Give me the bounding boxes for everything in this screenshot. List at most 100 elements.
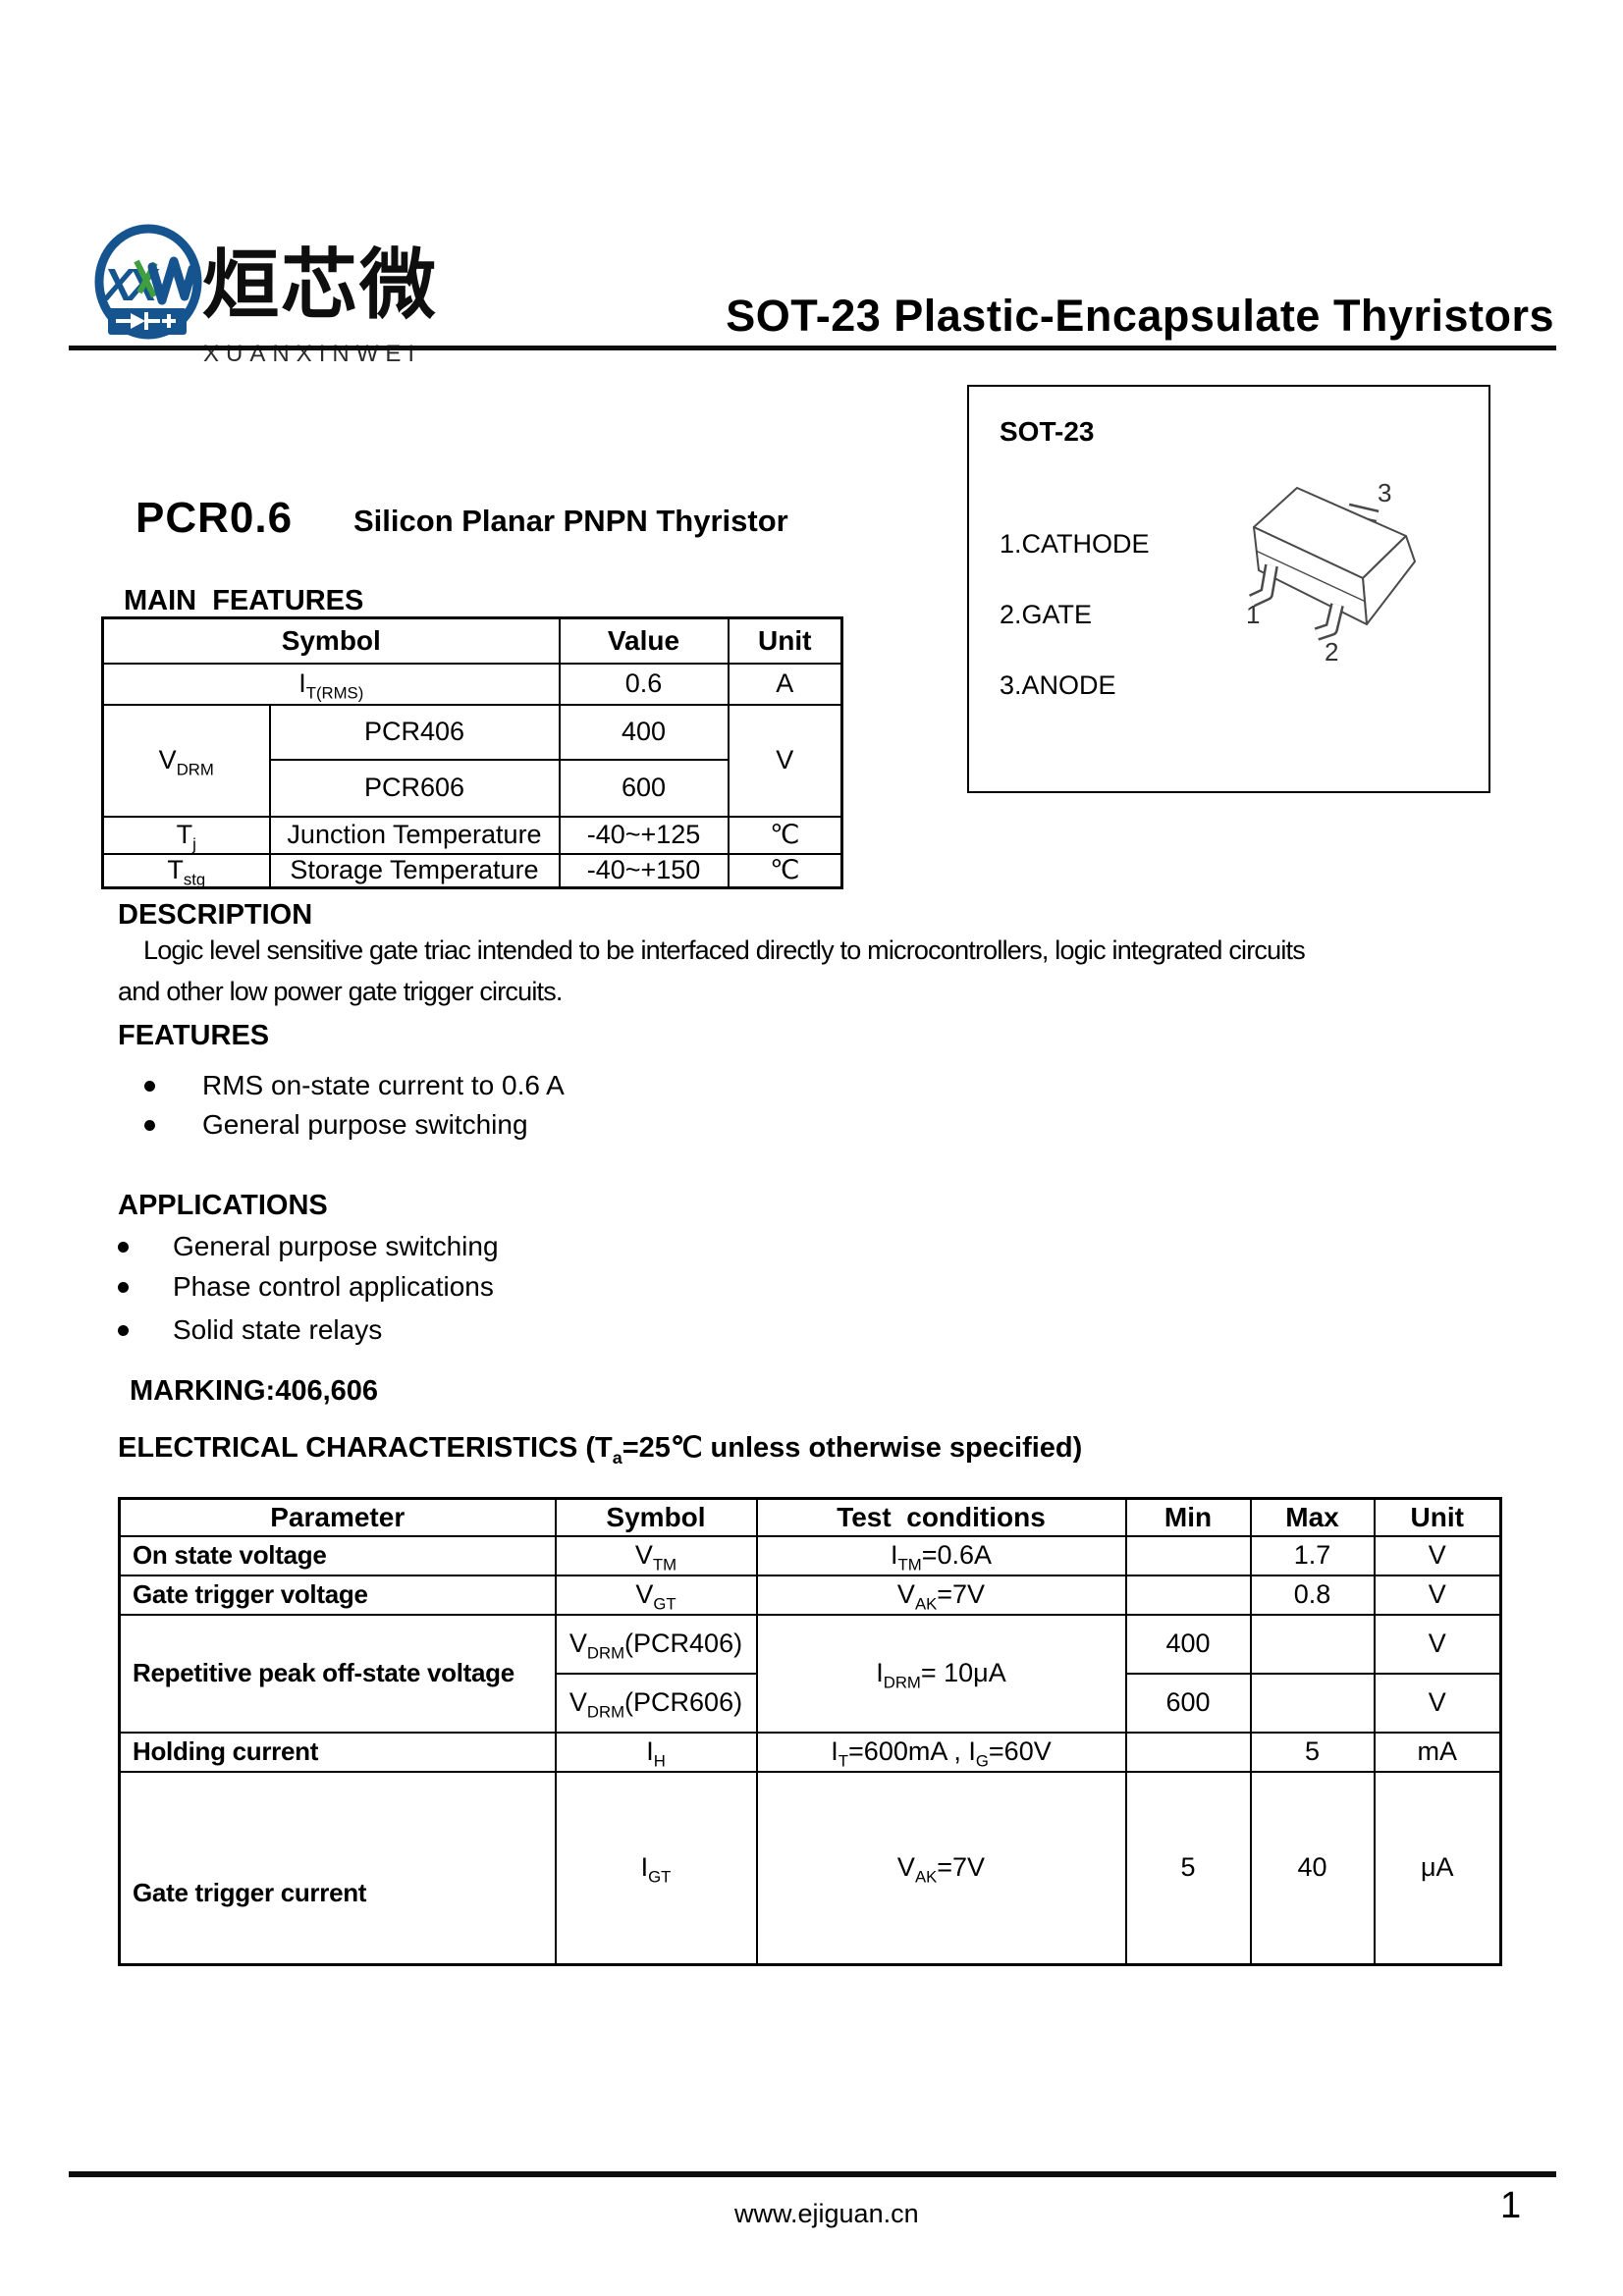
feature-item-label: General purpose switching xyxy=(202,1109,528,1140)
cell-unit-vgt: V xyxy=(1373,1574,1502,1616)
cell-param-vdrm: Repetitive peak off-state voltage xyxy=(118,1613,557,1734)
cell-test-vdrm: IDRM= 10μA xyxy=(755,1613,1127,1734)
description-heading: DESCRIPTION xyxy=(118,899,313,931)
cell-min-vdrm-pcr606: 600 xyxy=(1124,1672,1252,1734)
cell-param-igt: Gate trigger current xyxy=(118,1770,557,1966)
main-features-table: Symbol Value Unit IT(RMS) 0.6 A VDRM PCR… xyxy=(101,616,844,889)
bullet-icon xyxy=(118,1324,129,1336)
cell-symbol-itrms: IT(RMS) xyxy=(101,662,561,706)
cell-value-tj: -40~+125 xyxy=(558,815,730,855)
col-header-max: Max xyxy=(1249,1497,1376,1537)
logo-company-name-en: XUANXINWEI xyxy=(203,341,422,367)
cell-unit-tstg: ℃ xyxy=(727,852,843,889)
marking-text: MARKING:406,606 xyxy=(130,1375,379,1407)
cell-test-igt: VAK=7V xyxy=(755,1770,1127,1966)
cell-name-tstg: Storage Temperature xyxy=(268,852,561,889)
features-heading: FEATURES xyxy=(118,1020,270,1051)
header-rule xyxy=(69,346,1556,350)
feature-item: General purpose switching xyxy=(144,1109,528,1141)
footer-rule xyxy=(69,2171,1556,2177)
cell-value-tstg: -40~+150 xyxy=(558,852,730,889)
cell-test-vgt: VAK=7V xyxy=(755,1574,1127,1616)
bullet-icon xyxy=(144,1119,155,1131)
col-header-unit: Unit xyxy=(1373,1497,1502,1537)
cell-max-vdrm-pcr406 xyxy=(1249,1613,1376,1675)
description-line-1: Logic level sensitive gate triac intende… xyxy=(143,935,1306,965)
cell-value-pcr606: 600 xyxy=(558,758,730,818)
col-header-unit: Unit xyxy=(727,616,843,665)
applications-heading: APPLICATIONS xyxy=(118,1190,328,1221)
cell-min-vtm xyxy=(1124,1534,1252,1576)
cell-unit-vtm: V xyxy=(1373,1534,1502,1576)
cell-model-pcr606: PCR606 xyxy=(268,758,561,818)
feature-item-label: RMS on-state current to 0.6 A xyxy=(202,1070,565,1100)
cell-symbol-vgt: VGT xyxy=(554,1574,758,1616)
cell-unit-vdrm-pcr606: V xyxy=(1373,1672,1502,1734)
cell-value-itrms: 0.6 xyxy=(558,662,730,706)
pin-label-gate: 2.GATE xyxy=(1000,600,1093,629)
application-item: Solid state relays xyxy=(118,1314,382,1346)
package-title: SOT-23 xyxy=(1000,416,1095,447)
part-subtitle: Silicon Planar PNPN Thyristor xyxy=(353,504,788,538)
cell-symbol-tstg: Tstg xyxy=(101,852,271,889)
cell-unit-vdrm-pcr406: V xyxy=(1373,1613,1502,1675)
cell-test-ih: IT=600mA , IG=60V xyxy=(755,1731,1127,1773)
cell-symbol-ih: IH xyxy=(554,1731,758,1773)
cell-min-vgt xyxy=(1124,1574,1252,1616)
feature-item: RMS on-state current to 0.6 A xyxy=(144,1070,565,1101)
col-header-parameter: Parameter xyxy=(118,1497,557,1537)
pin-label-cathode: 1.CATHODE xyxy=(1000,529,1150,559)
col-header-value: Value xyxy=(558,616,730,665)
cell-max-vgt: 0.8 xyxy=(1249,1574,1376,1616)
application-item-label: Phase control applications xyxy=(173,1271,494,1302)
electrical-table: Parameter Symbol Test conditions Min Max… xyxy=(118,1497,1502,1966)
electrical-heading: ELECTRICAL CHARACTERISTICS (Ta=25℃ unles… xyxy=(118,1432,1083,1468)
cell-symbol-vtm: VTM xyxy=(554,1534,758,1576)
col-header-symbol: Symbol xyxy=(101,616,561,665)
cell-symbol-igt: IGT xyxy=(554,1770,758,1966)
cell-max-vtm: 1.7 xyxy=(1249,1534,1376,1576)
bullet-icon xyxy=(118,1281,129,1293)
cell-unit-ih: mA xyxy=(1373,1731,1502,1773)
cell-test-vtm: ITM=0.6A xyxy=(755,1534,1127,1576)
logo-company-name-zh: 烜芯微 xyxy=(202,241,439,328)
cell-unit-igt: μA xyxy=(1373,1770,1502,1966)
doc-title: SOT-23 Plastic-Encapsulate Thyristors xyxy=(726,291,1554,341)
cell-min-vdrm-pcr406: 400 xyxy=(1124,1613,1252,1675)
cell-name-tj: Junction Temperature xyxy=(268,815,561,855)
col-header-test-conditions: Test conditions xyxy=(755,1497,1127,1537)
bullet-icon xyxy=(118,1241,129,1253)
cell-param-vgt: Gate trigger voltage xyxy=(118,1574,557,1616)
pin-number-2: 2 xyxy=(1325,637,1338,667)
cell-param-ih: Holding current xyxy=(118,1731,557,1773)
pin-label-anode: 3.ANODE xyxy=(1000,670,1116,700)
cell-min-ih xyxy=(1124,1731,1252,1773)
package-box: SOT-23 1.CATHODE 2.GATE 3.ANODE xyxy=(967,385,1490,793)
cell-max-ih: 5 xyxy=(1249,1731,1376,1773)
bullet-icon xyxy=(144,1080,155,1092)
cell-value-pcr406: 400 xyxy=(558,703,730,761)
part-number: PCR0.6 xyxy=(135,494,294,542)
cell-symbol-tj: Tj xyxy=(101,815,271,855)
cell-max-igt: 40 xyxy=(1249,1770,1376,1966)
main-features-heading: MAIN FEATURES xyxy=(124,585,364,616)
description-line-2: and other low power gate trigger circuit… xyxy=(118,977,563,1006)
application-item-label: General purpose switching xyxy=(173,1231,499,1261)
application-item-label: Solid state relays xyxy=(173,1314,383,1345)
cell-symbol-vdrm-pcr406: VDRM(PCR406) xyxy=(554,1613,758,1675)
sot23-package-drawing-icon: 3 1 2 xyxy=(1246,478,1416,667)
application-item: Phase control applications xyxy=(118,1271,494,1303)
footer-url: www.ejiguan.cn xyxy=(734,2199,919,2228)
cell-unit-tj: ℃ xyxy=(727,815,843,855)
cell-max-vdrm-pcr606 xyxy=(1249,1672,1376,1734)
cell-unit-itrms: A xyxy=(727,662,843,706)
cell-symbol-vdrm-pcr606: VDRM(PCR606) xyxy=(554,1672,758,1734)
application-item: General purpose switching xyxy=(118,1231,499,1262)
cell-unit-vdrm: V xyxy=(727,703,843,818)
col-header-symbol: Symbol xyxy=(554,1497,758,1537)
col-header-min: Min xyxy=(1124,1497,1252,1537)
pin-number-1: 1 xyxy=(1246,600,1260,629)
xxw-logo-icon: XX xyxy=(94,224,202,340)
cell-param-vtm: On state voltage xyxy=(118,1534,557,1576)
